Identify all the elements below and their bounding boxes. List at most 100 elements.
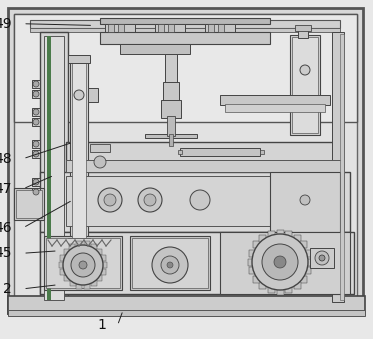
Circle shape — [319, 255, 325, 261]
Circle shape — [300, 65, 310, 75]
Bar — [295, 25, 311, 31]
Circle shape — [33, 189, 39, 195]
Bar — [290, 35, 320, 135]
Bar — [32, 90, 40, 98]
Bar — [304, 267, 311, 275]
Bar — [292, 37, 318, 133]
Bar — [59, 262, 65, 268]
Circle shape — [63, 245, 103, 285]
Bar — [91, 280, 97, 286]
Bar — [101, 262, 107, 268]
Circle shape — [190, 190, 210, 210]
Bar — [40, 172, 350, 232]
Circle shape — [274, 256, 286, 268]
Bar — [249, 250, 256, 257]
Bar — [32, 150, 40, 158]
Bar — [84, 241, 90, 247]
Bar — [72, 62, 86, 238]
Circle shape — [33, 119, 39, 125]
Bar — [340, 34, 344, 300]
Bar — [249, 267, 256, 275]
Text: 47: 47 — [0, 182, 12, 196]
Bar — [30, 28, 340, 32]
Bar — [294, 235, 301, 242]
Text: 48: 48 — [0, 152, 12, 166]
Circle shape — [33, 141, 39, 147]
Bar — [310, 248, 334, 268]
Bar — [294, 282, 301, 289]
Bar — [76, 283, 82, 289]
Bar — [276, 287, 283, 295]
Bar — [96, 276, 102, 281]
Bar — [96, 248, 102, 255]
Bar — [14, 14, 357, 122]
Bar — [32, 118, 40, 126]
Circle shape — [252, 234, 308, 290]
Bar — [253, 241, 260, 248]
Bar — [64, 276, 70, 281]
Bar — [205, 24, 235, 32]
Bar — [305, 259, 313, 265]
Bar — [108, 24, 114, 32]
Bar — [145, 134, 197, 138]
Bar — [178, 150, 182, 154]
Bar — [167, 116, 175, 136]
Bar — [130, 236, 210, 290]
Bar — [260, 235, 266, 242]
Bar — [155, 24, 185, 32]
Bar — [253, 276, 260, 282]
Bar — [220, 95, 330, 105]
Circle shape — [79, 261, 87, 269]
Circle shape — [144, 194, 156, 206]
Bar — [100, 269, 106, 275]
Bar — [30, 20, 340, 28]
Bar — [68, 238, 90, 246]
Bar — [270, 172, 340, 232]
Bar — [16, 190, 42, 218]
Bar — [100, 18, 270, 24]
Bar — [47, 36, 51, 300]
Bar — [66, 142, 342, 172]
Bar — [168, 24, 174, 32]
Circle shape — [74, 90, 84, 100]
Bar — [180, 148, 260, 156]
Bar — [32, 108, 40, 116]
Text: 1: 1 — [97, 318, 106, 333]
Text: 46: 46 — [0, 221, 12, 235]
Circle shape — [161, 256, 179, 274]
Text: 2: 2 — [3, 282, 12, 296]
Bar — [76, 241, 82, 247]
Bar — [40, 232, 354, 294]
Circle shape — [71, 253, 95, 277]
Bar — [208, 24, 214, 32]
Bar — [120, 44, 190, 54]
Bar — [276, 230, 283, 237]
Text: 45: 45 — [0, 246, 12, 260]
Circle shape — [33, 91, 39, 97]
Circle shape — [94, 156, 106, 168]
Circle shape — [33, 151, 39, 157]
Bar — [220, 232, 350, 294]
Bar — [46, 238, 120, 288]
Bar — [32, 140, 40, 148]
Bar — [14, 188, 44, 220]
Bar — [14, 14, 357, 309]
Bar — [163, 82, 179, 102]
Circle shape — [152, 247, 188, 283]
Bar — [218, 24, 224, 32]
Bar — [285, 286, 292, 293]
Bar — [158, 24, 164, 32]
Bar — [169, 134, 173, 146]
Bar — [91, 244, 97, 250]
Circle shape — [138, 188, 162, 212]
Bar — [248, 259, 254, 265]
Bar — [225, 104, 325, 112]
Bar — [8, 8, 363, 313]
Bar — [69, 280, 75, 286]
Bar — [118, 24, 124, 32]
Bar — [44, 36, 64, 300]
Circle shape — [167, 262, 173, 268]
Bar — [285, 231, 292, 238]
Bar — [165, 54, 177, 84]
Bar — [69, 244, 75, 250]
